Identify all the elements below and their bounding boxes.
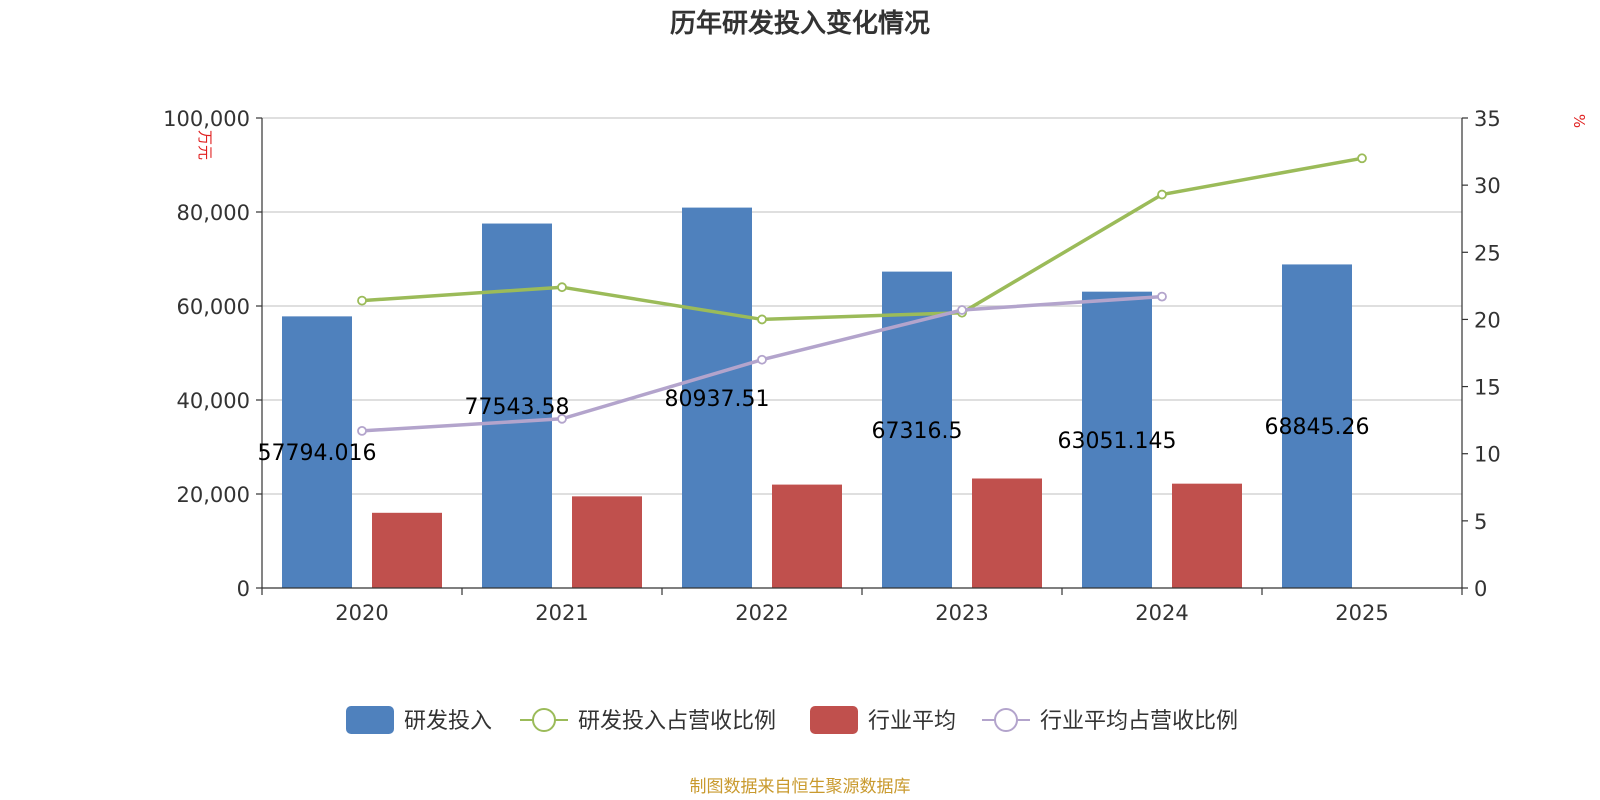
right-tick-label: 5 — [1474, 510, 1487, 534]
legend-label: 研发投入占营收比例 — [578, 709, 776, 734]
point-行业平均占营收比例 — [757, 354, 767, 365]
chart-title: 历年研发投入变化情况 — [670, 8, 930, 39]
point-研发投入占营收比例 — [1157, 189, 1167, 200]
bar-研发投入 — [1082, 291, 1152, 588]
bar-行业平均 — [572, 496, 642, 588]
bar-data-label: 68845.26 — [1265, 415, 1370, 440]
bar-行业平均 — [772, 484, 842, 588]
left-tick-label: 0 — [237, 577, 250, 601]
x-tick-label: 2020 — [335, 601, 388, 625]
bar-data-label: 63051.145 — [1058, 429, 1177, 454]
left-tick-label: 20,000 — [177, 483, 250, 507]
left-tick-label: 100,000 — [163, 107, 250, 131]
right-axis-unit: % — [1570, 114, 1588, 128]
bar-行业平均 — [972, 478, 1042, 588]
point-行业平均占营收比例 — [957, 305, 967, 315]
legend: 研发投入 研发投入占营收比例 行业平均 行业平均占营收比例 — [346, 706, 1238, 734]
axes: 0 20,000 40,000 60,000 80,000 100,000 0 5 10 15 20… — [163, 107, 1501, 625]
lines — [357, 153, 1367, 436]
bar-data-label: 80937.51 — [665, 387, 770, 412]
bar-研发投入 — [482, 223, 552, 589]
bar-data-label: 57794.016 — [258, 441, 377, 466]
point-研发投入占营收比例 — [1357, 153, 1367, 164]
left-tick-label: 60,000 — [177, 295, 250, 319]
bar-行业平均 — [372, 512, 442, 588]
legend-marker-行业平均占营收比例 — [994, 708, 1018, 732]
left-axis-unit: 万元 — [196, 130, 214, 160]
x-tick-label: 2022 — [735, 601, 788, 625]
right-tick-label: 10 — [1474, 443, 1501, 467]
data-labels: 57794.016 77543.58 80937.51 67316.5 63051.14… — [258, 387, 1370, 466]
right-tick-label: 0 — [1474, 577, 1487, 601]
legend-marker-研发投入占营收比例 — [532, 708, 556, 732]
right-tick-label: 30 — [1474, 174, 1501, 198]
bar-研发投入 — [682, 207, 752, 589]
right-tick-label: 25 — [1474, 241, 1501, 265]
point-研发投入占营收比例 — [557, 282, 567, 293]
right-tick-label: 35 — [1474, 107, 1501, 131]
bar-研发投入 — [1282, 264, 1352, 588]
legend-label: 研发投入 — [404, 709, 492, 734]
legend-label: 行业平均 — [868, 709, 956, 734]
legend-swatch-行业平均 — [810, 706, 858, 734]
point-行业平均占营收比例 — [1157, 291, 1167, 302]
point-研发投入占营收比例 — [757, 314, 767, 325]
right-tick-label: 20 — [1474, 308, 1501, 332]
bar-data-label: 67316.5 — [872, 419, 963, 444]
bar-行业平均 — [1172, 483, 1242, 588]
point-研发投入占营收比例 — [357, 295, 367, 306]
grid — [262, 117, 1462, 495]
legend-label: 行业平均占营收比例 — [1040, 709, 1238, 734]
x-tick-label: 2021 — [535, 601, 588, 625]
point-行业平均占营收比例 — [357, 425, 367, 436]
bar-data-label: 77543.58 — [465, 395, 570, 420]
right-tick-label: 15 — [1474, 376, 1501, 400]
x-tick-label: 2023 — [935, 601, 988, 625]
left-tick-label: 80,000 — [177, 201, 250, 225]
line-研发投入占营收比例 — [361, 156, 1363, 322]
left-tick-label: 40,000 — [177, 389, 250, 413]
bars — [282, 207, 1352, 589]
x-tick-label: 2024 — [1135, 601, 1188, 625]
legend-swatch-研发投入 — [346, 706, 394, 734]
x-tick-label: 2025 — [1335, 601, 1388, 625]
point-行业平均占营收比例 — [557, 413, 567, 424]
bar-研发投入 — [282, 316, 352, 588]
bar-研发投入 — [882, 271, 952, 588]
source-note: 制图数据来自恒生聚源数据库 — [690, 777, 911, 797]
